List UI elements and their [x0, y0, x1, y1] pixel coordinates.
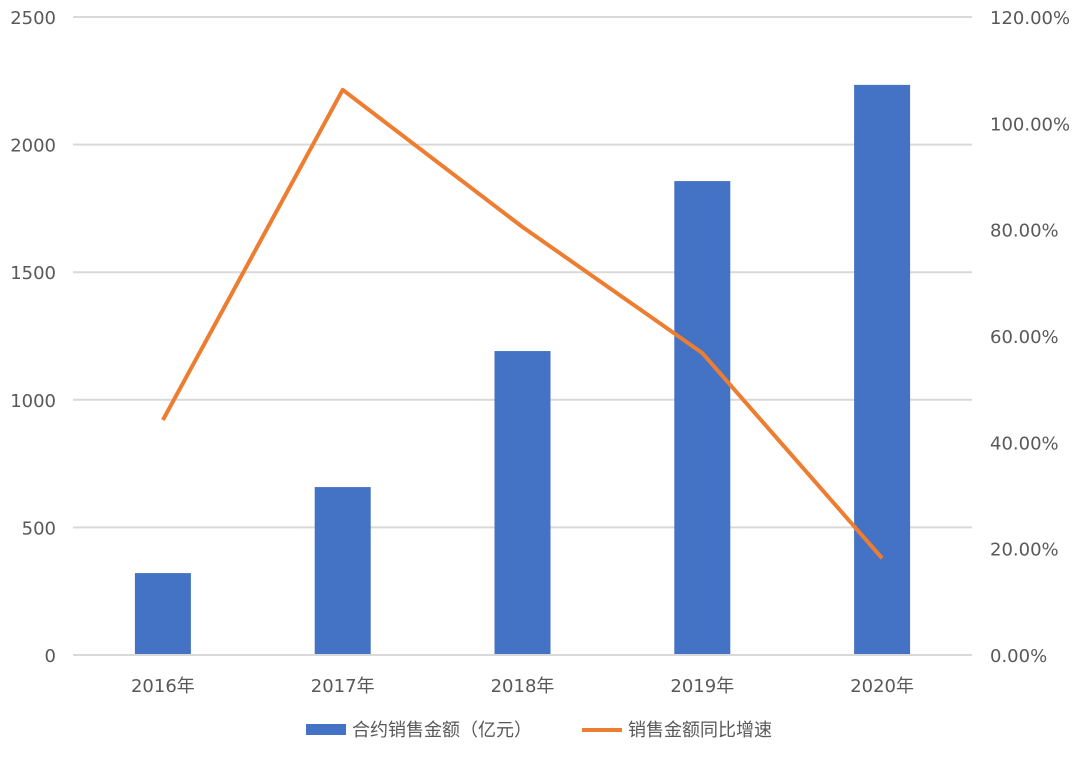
right-tick-label: 80.00%: [990, 221, 1059, 242]
bar: [854, 84, 911, 656]
right-tick-label: 0.00%: [990, 646, 1047, 667]
legend-swatch-bar: [306, 724, 346, 735]
left-tick-label: 2500: [10, 8, 56, 29]
right-tick-label: 60.00%: [990, 327, 1059, 348]
right-tick-label: 20.00%: [990, 540, 1059, 561]
legend-label-bar: 合约销售金额（亿元）: [352, 720, 532, 741]
left-tick-label: 2000: [10, 136, 56, 157]
left-tick-label: 500: [22, 518, 56, 539]
growth-line: [161, 87, 884, 560]
x-tick-label: 2017年: [311, 676, 375, 697]
left-tick-label: 1500: [10, 263, 56, 284]
bar: [134, 573, 191, 655]
right-tick-label: 120.00%: [990, 8, 1070, 29]
x-tick-label: 2018年: [491, 676, 555, 697]
x-tick-label: 2020年: [850, 676, 914, 697]
bar: [674, 181, 731, 655]
x-tick-label: 2019年: [670, 676, 734, 697]
bar: [494, 351, 551, 655]
right-tick-label: 100.00%: [990, 114, 1070, 135]
x-tick-label: 2016年: [131, 676, 195, 697]
bar: [314, 487, 371, 655]
legend-label-line: 销售金额同比增速: [628, 720, 772, 741]
left-tick-label: 1000: [10, 391, 56, 412]
left-tick-label: 0: [45, 646, 56, 667]
right-tick-label: 40.00%: [990, 433, 1059, 454]
